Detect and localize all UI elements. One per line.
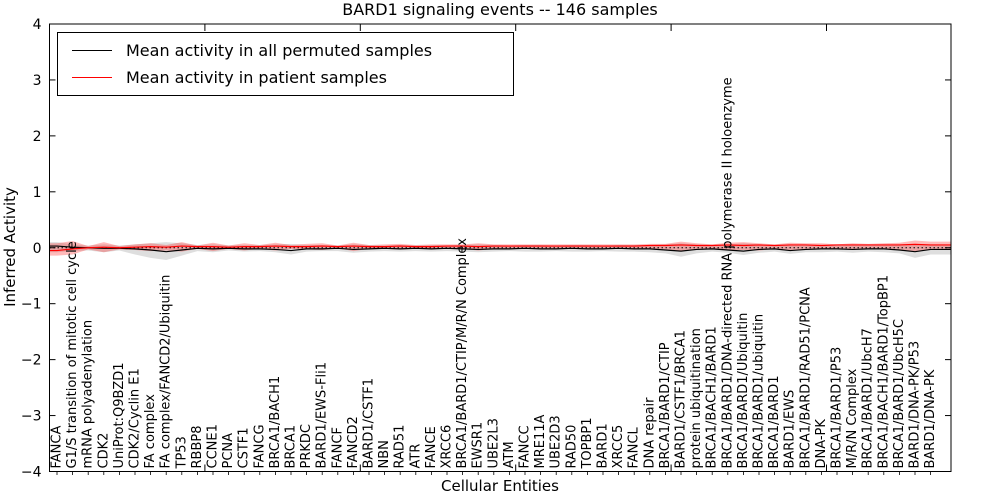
plot-border: [49, 23, 952, 472]
category-label: BRCA1/BACH1/BARD1/TopBP1: [876, 275, 891, 468]
category-label: XRCC5: [611, 425, 626, 469]
category-label: BARD1/EWS: [783, 390, 798, 469]
category-label: NBN: [377, 440, 392, 468]
y-tick-label: 3: [33, 73, 42, 89]
category-label: BRCA1: [284, 425, 299, 469]
category-label: PRKDC: [299, 424, 314, 468]
category-label: BRCA1/BARD1/UbcH7: [861, 328, 876, 468]
category-label: protein ubiquitination: [689, 328, 704, 468]
y-tick-label: 2: [33, 129, 42, 145]
legend-row-patient: Mean activity in patient samples: [58, 68, 513, 87]
y-tick-label: −2: [21, 353, 42, 369]
category-label: DNA-PK: [814, 419, 829, 469]
legend-permuted-line-icon: [72, 50, 112, 51]
category-label: BARD1/DNA-PK/P53: [908, 341, 923, 469]
category-label: BARD1/EWS-Fli1: [315, 362, 330, 469]
y-tick-label: −3: [21, 409, 42, 425]
category-label: BRCA1/BARD1/DNA-directed RNA polymerase …: [720, 77, 735, 468]
category-label: mRNA polyadenylation: [81, 320, 96, 469]
legend: Mean activity in all permuted samples Me…: [57, 32, 514, 96]
y-tick-label: 1: [33, 185, 42, 201]
category-label: FANCD2: [346, 416, 361, 468]
y-axis-title: Inferred Activity: [1, 187, 19, 307]
category-label: EWSR1: [471, 422, 486, 469]
category-label: FANCE: [424, 426, 439, 468]
category-label: FANCA: [50, 426, 65, 469]
category-label: G1/S transition of mitotic cell cycle: [65, 241, 80, 468]
category-label: BARD1/CSTF1: [362, 378, 377, 469]
category-label: BARD1: [596, 423, 611, 468]
legend-patient-label: Mean activity in patient samples: [126, 68, 387, 87]
category-label: BRCA1/BARD1/UbcH5C: [892, 319, 907, 468]
category-label: RAD51: [393, 425, 408, 469]
legend-row-permuted: Mean activity in all permuted samples: [58, 41, 513, 60]
category-label: UBE2D3: [549, 415, 564, 468]
category-label: FANCF: [330, 427, 345, 468]
patient-range-band: [49, 240, 951, 256]
category-label: BRCA1/BARD1/ubiquitin: [752, 314, 767, 469]
chart-title: BARD1 signaling events -- 146 samples: [342, 0, 658, 19]
category-label: BRCA1/BARD1/Ubiquitin: [736, 313, 751, 469]
category-label: MRE11A: [533, 414, 548, 468]
category-label: BRCA1/BARD1/P53: [830, 347, 845, 469]
category-label: BRCA1/BARD1: [767, 375, 782, 468]
category-label: M/R/N Complex: [845, 368, 860, 468]
patient-mean-line: [49, 243, 951, 252]
category-label: UniProt:Q9BZD1: [112, 362, 127, 468]
category-label: FANCC: [518, 425, 533, 468]
category-label: FA complex: [143, 394, 158, 469]
category-label: FANCG: [252, 424, 267, 468]
category-label: ATR: [408, 444, 423, 469]
category-label: RAD50: [564, 425, 579, 469]
category-label: BRCA1/BACH1/BARD1: [705, 326, 720, 468]
category-label: BRCA1/BACH1: [268, 376, 283, 469]
category-label: BRCA1/BARD1/CTIP: [658, 342, 673, 468]
category-label: BARD1/CSTF1/BRCA1: [674, 330, 689, 468]
category-label: TP53: [174, 436, 189, 469]
permuted-mean-line: [49, 245, 951, 253]
category-label: BRCA1/BARD1/CTIP/M/R/N Complex: [455, 238, 470, 469]
category-label: CSTF1: [237, 427, 252, 468]
legend-patient-line-icon: [72, 77, 112, 78]
category-label: TOPBP1: [580, 417, 595, 469]
category-label: PCNA: [221, 433, 236, 469]
y-tick-label: −1: [21, 297, 42, 313]
category-label: CCNE1: [206, 424, 221, 468]
y-tick-label: 4: [33, 17, 42, 33]
category-label: DNA repair: [642, 397, 657, 469]
category-label: RBBP8: [190, 426, 205, 469]
category-label: CDK2: [96, 433, 111, 469]
x-axis-title: Cellular Entities: [441, 477, 559, 495]
category-label: XRCC6: [440, 425, 455, 469]
legend-permuted-label: Mean activity in all permuted samples: [126, 41, 433, 60]
y-tick-label: 0: [33, 241, 42, 257]
category-label: CDK2/Cyclin E1: [128, 368, 143, 468]
category-label: UBE2L3: [486, 418, 501, 468]
category-label: BARD1/DNA-PK: [923, 369, 938, 468]
category-label: FANCL: [627, 427, 642, 469]
category-label: BRCA1/BARD1/RAD51/PCNA: [798, 287, 813, 468]
y-tick-label: −4: [21, 465, 42, 481]
category-label: ATM: [502, 441, 517, 468]
category-label: FA complex/FANCD2/Ubiquitin: [159, 275, 174, 469]
